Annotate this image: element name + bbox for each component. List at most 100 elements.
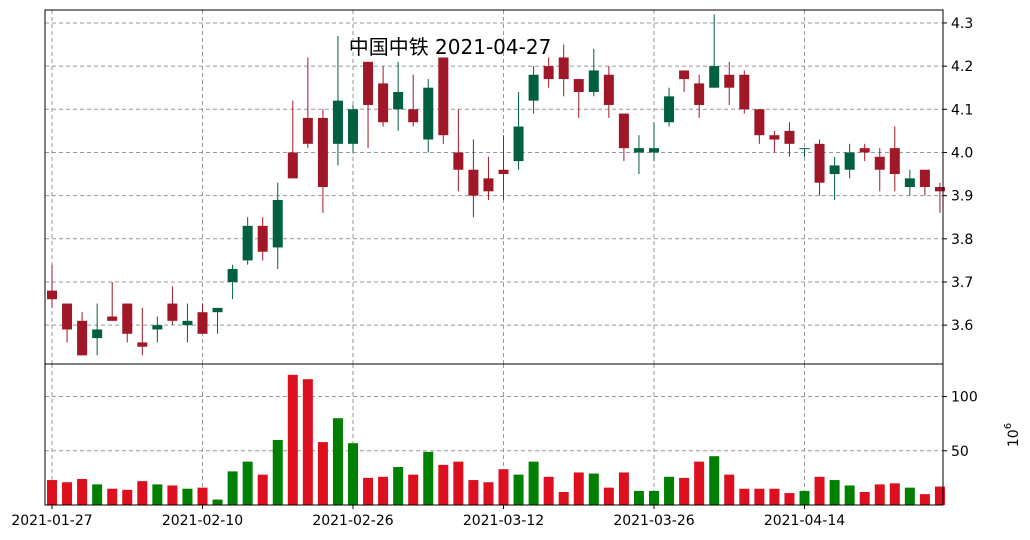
volume-bar	[77, 478, 88, 505]
price-axis: 3.6 3.7 3.8 3.9 4.0 4.1 4.2 4.3	[943, 16, 973, 334]
candle-body	[257, 225, 268, 252]
volume-bar	[618, 472, 629, 505]
candle-body	[287, 152, 298, 179]
candle-body	[679, 70, 690, 80]
candle-body	[784, 130, 795, 144]
candle-body	[573, 79, 584, 93]
volume-bar	[287, 374, 298, 505]
candle-body	[363, 61, 374, 105]
candle-body	[242, 225, 253, 261]
candle-body	[107, 316, 118, 321]
volume-bar	[829, 480, 840, 505]
date-tick-label: 2021-04-14	[764, 513, 845, 529]
volume-bar	[558, 491, 569, 505]
volume-bar	[588, 473, 599, 505]
candle-body	[904, 178, 915, 187]
volume-bar	[934, 486, 945, 505]
volume-bar	[498, 469, 509, 505]
volume-bar	[227, 471, 238, 505]
candle-body	[122, 303, 133, 334]
candle-body	[528, 74, 539, 101]
candle-body	[934, 187, 945, 192]
candle-body	[498, 169, 509, 175]
volume-bar	[528, 461, 539, 505]
volume-tick-label: 100	[951, 390, 978, 406]
candle-body	[844, 152, 855, 170]
volume-bar	[92, 484, 103, 505]
volume-bar	[62, 482, 73, 505]
price-tick-label: 4.3	[951, 16, 973, 32]
volume-bar	[363, 477, 374, 505]
volume-bar	[332, 418, 343, 505]
candle-body	[92, 329, 103, 339]
volume-series	[47, 374, 945, 505]
volume-bar	[167, 485, 178, 505]
date-tick-label: 2021-03-12	[463, 513, 544, 529]
volume-bar	[724, 474, 735, 505]
volume-bar	[137, 481, 148, 505]
candle-body	[709, 66, 720, 88]
volume-bar	[483, 482, 494, 505]
volume-bar	[814, 476, 825, 505]
candle-body	[423, 87, 434, 140]
volume-bar	[272, 439, 283, 505]
candle-body	[558, 57, 569, 80]
candle-body	[799, 148, 810, 150]
volume-bar	[603, 487, 614, 505]
candle-body	[212, 307, 223, 313]
price-tick-label: 4.2	[951, 59, 973, 75]
volume-bar	[754, 488, 765, 505]
volume-bar	[739, 488, 750, 505]
volume-bar	[242, 461, 253, 505]
volume-bar	[769, 488, 780, 505]
candle-body	[332, 100, 343, 144]
candle-body	[152, 325, 163, 330]
volume-bar	[859, 491, 870, 505]
volume-bar	[107, 488, 118, 505]
candle-body	[603, 74, 614, 105]
candle-body	[513, 126, 524, 162]
volume-bar	[438, 464, 449, 505]
volume-bar	[468, 480, 479, 505]
price-tick-label: 3.8	[951, 232, 973, 248]
volume-panel-frame	[44, 363, 944, 506]
price-panel-frame	[44, 9, 944, 365]
candle-body	[874, 156, 885, 170]
candle-body	[588, 70, 599, 93]
candle-body	[543, 66, 554, 80]
volume-bar	[919, 494, 930, 505]
candle-body	[739, 74, 750, 110]
volume-bar	[784, 493, 795, 505]
candle-body	[77, 320, 88, 356]
candle-body	[769, 135, 780, 140]
volume-bar	[543, 476, 554, 505]
volume-bar	[679, 477, 690, 505]
candle-body	[227, 269, 238, 282]
volume-bar	[257, 474, 268, 505]
date-axis: 2021-01-27 2021-02-10 2021-02-26 2021-03-12…	[11, 505, 845, 529]
candle-body	[317, 117, 328, 187]
candle-body	[272, 199, 283, 248]
volume-bar	[799, 490, 810, 505]
volume-bar	[889, 483, 900, 505]
candle-body	[724, 74, 735, 88]
candle-body	[814, 143, 825, 183]
volume-grid	[45, 364, 943, 505]
candle-body	[438, 57, 449, 136]
date-tick-label: 2021-03-26	[613, 513, 694, 529]
volume-bar	[513, 474, 524, 505]
candle-body	[62, 303, 73, 330]
candle-body	[483, 178, 494, 192]
candle-body	[664, 96, 675, 123]
candle-body	[408, 109, 419, 123]
candle-body	[859, 148, 870, 153]
candle-body	[348, 109, 358, 144]
volume-bar	[393, 467, 404, 505]
volume-bar	[348, 443, 358, 505]
volume-bar	[709, 456, 720, 505]
volume-bar	[453, 461, 464, 505]
date-tick-label: 2021-01-27	[11, 513, 92, 529]
volume-bar	[874, 484, 885, 505]
price-tick-label: 4.0	[951, 145, 973, 161]
